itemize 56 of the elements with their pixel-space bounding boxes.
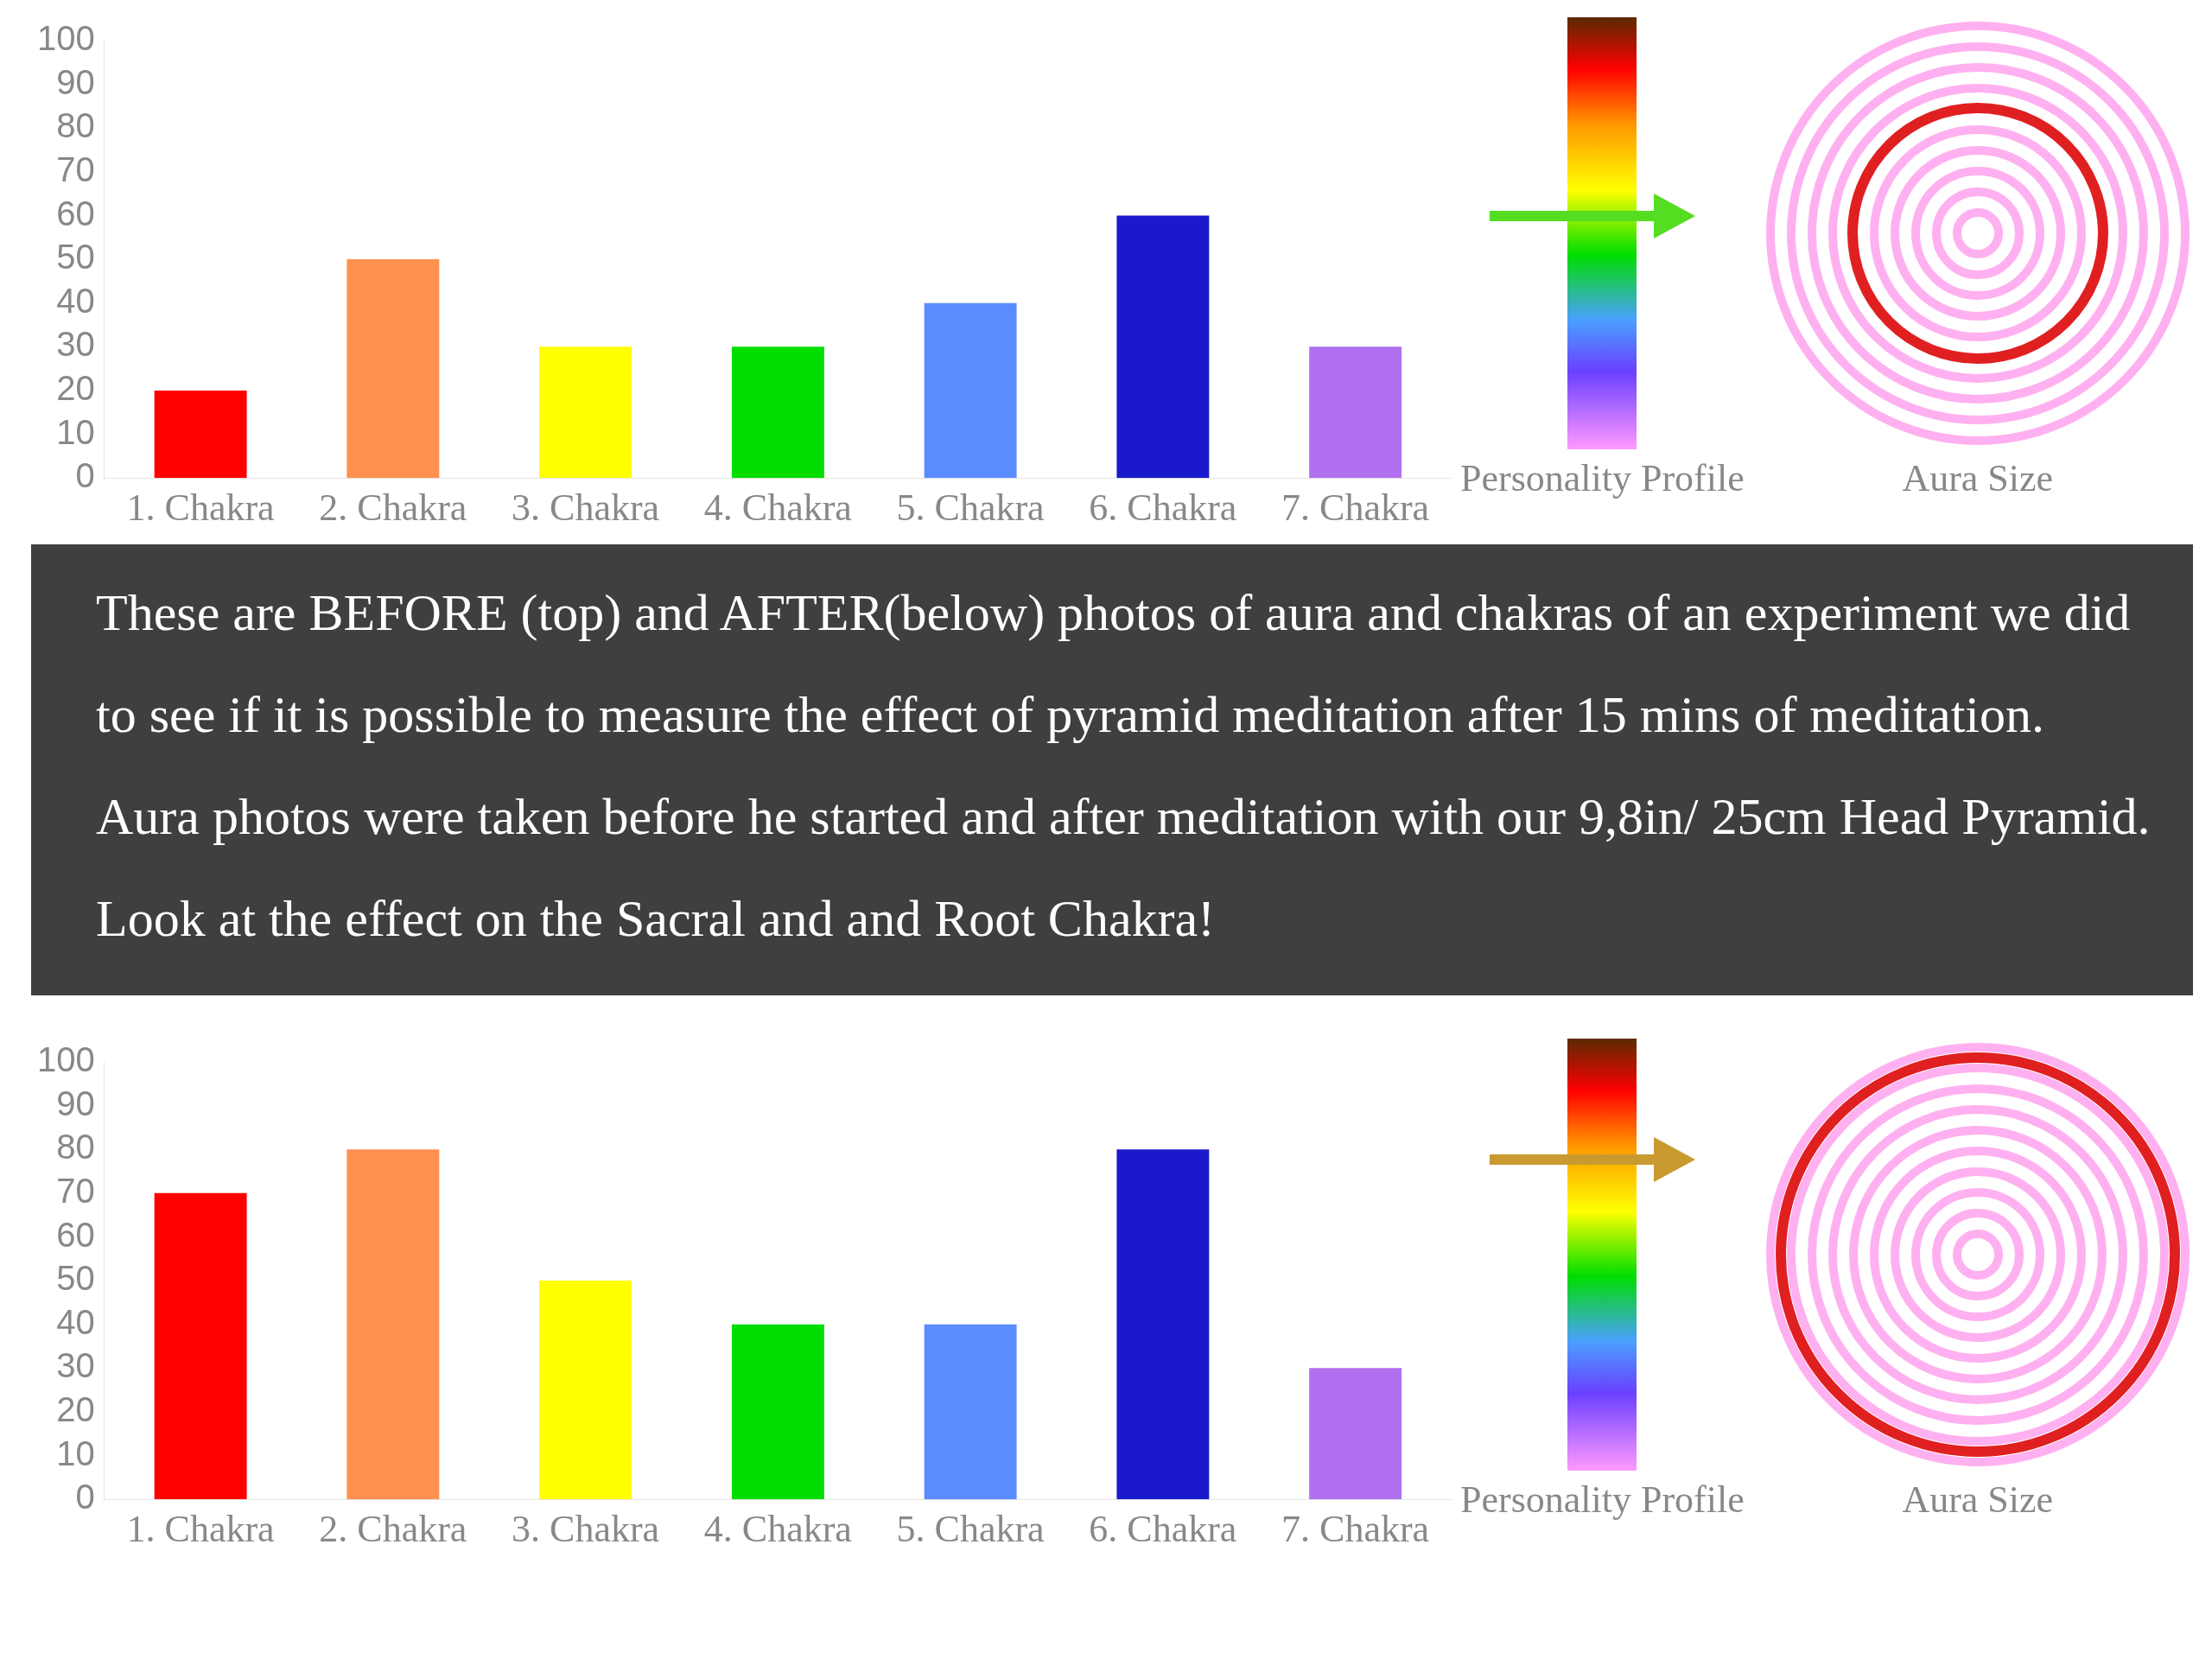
- x-tick-label: 3. Chakra: [512, 1508, 660, 1551]
- bar: [346, 259, 440, 479]
- bar: [539, 1281, 632, 1500]
- y-tick-label: 60: [56, 1215, 95, 1254]
- text: These are BEFORE (top) and AFTER(below) photos of aura and chakras of an experiment we did to see if it is possible to measure the effect of pyramid meditation after 15 mins of meditation.: [96, 583, 2132, 745]
- y-tick-label: 40: [56, 281, 95, 320]
- y-tick-label: 50: [56, 238, 95, 276]
- text: Personality Profile: [1460, 456, 1745, 500]
- y-tick-label: 30: [56, 325, 95, 364]
- bar: [1309, 346, 1402, 479]
- bar: [731, 346, 824, 479]
- bar: [1116, 215, 1210, 479]
- bar: [1309, 1368, 1402, 1500]
- y-tick-label: 100: [36, 1040, 95, 1079]
- text: Personality Profile: [1460, 1478, 1745, 1522]
- x-tick-label: 2. Chakra: [319, 486, 467, 530]
- x-tick-label: 7. Chakra: [1281, 1508, 1430, 1551]
- y-tick-label: 90: [56, 62, 95, 101]
- x-tick-label: 1. Chakra: [126, 1508, 275, 1551]
- x-tick-label: 6. Chakra: [1089, 1508, 1237, 1551]
- bar: [539, 346, 632, 479]
- y-tick-label: 70: [56, 149, 95, 188]
- y-tick-label: 20: [56, 1389, 95, 1428]
- y-tick-label: 10: [56, 412, 95, 451]
- bar: [154, 1192, 247, 1500]
- y-tick-label: 60: [56, 194, 95, 232]
- y-tick-label: 50: [56, 1259, 95, 1298]
- y-tick-label: 70: [56, 1171, 95, 1210]
- x-tick-label: 4. Chakra: [703, 486, 852, 530]
- bar: [1116, 1149, 1210, 1500]
- y-tick-label: 0: [75, 456, 95, 495]
- x-tick-label: 3. Chakra: [512, 486, 660, 530]
- text: Aura Size: [1902, 1478, 2054, 1522]
- text: Aura Size: [1902, 456, 2054, 500]
- x-tick-label: 1. Chakra: [126, 486, 275, 530]
- bar: [154, 390, 247, 479]
- y-tick-label: 80: [56, 1128, 95, 1166]
- bar: [346, 1149, 440, 1500]
- text: Aura photos were taken before he started and after meditation with our 9,8in/ 25cm Head Pyramid. Look at the effect on the Sacral and and Root Chakra!: [96, 787, 2152, 949]
- x-tick-label: 7. Chakra: [1281, 486, 1430, 530]
- y-tick-label: 90: [56, 1084, 95, 1122]
- y-tick-label: 0: [75, 1478, 95, 1516]
- x-tick-label: 2. Chakra: [319, 1508, 467, 1551]
- x-tick-label: 5. Chakra: [896, 1508, 1045, 1551]
- x-tick-label: 5. Chakra: [896, 486, 1045, 530]
- bar: [924, 1324, 1017, 1500]
- x-tick-label: 6. Chakra: [1089, 486, 1237, 530]
- y-tick-label: 80: [56, 106, 95, 145]
- y-tick-label: 30: [56, 1346, 95, 1385]
- bar: [924, 302, 1017, 479]
- x-tick-label: 4. Chakra: [703, 1508, 852, 1551]
- bar: [731, 1324, 824, 1500]
- y-tick-label: 100: [36, 19, 95, 58]
- y-tick-label: 40: [56, 1302, 95, 1341]
- y-tick-label: 10: [56, 1433, 95, 1472]
- y-tick-label: 20: [56, 368, 95, 407]
